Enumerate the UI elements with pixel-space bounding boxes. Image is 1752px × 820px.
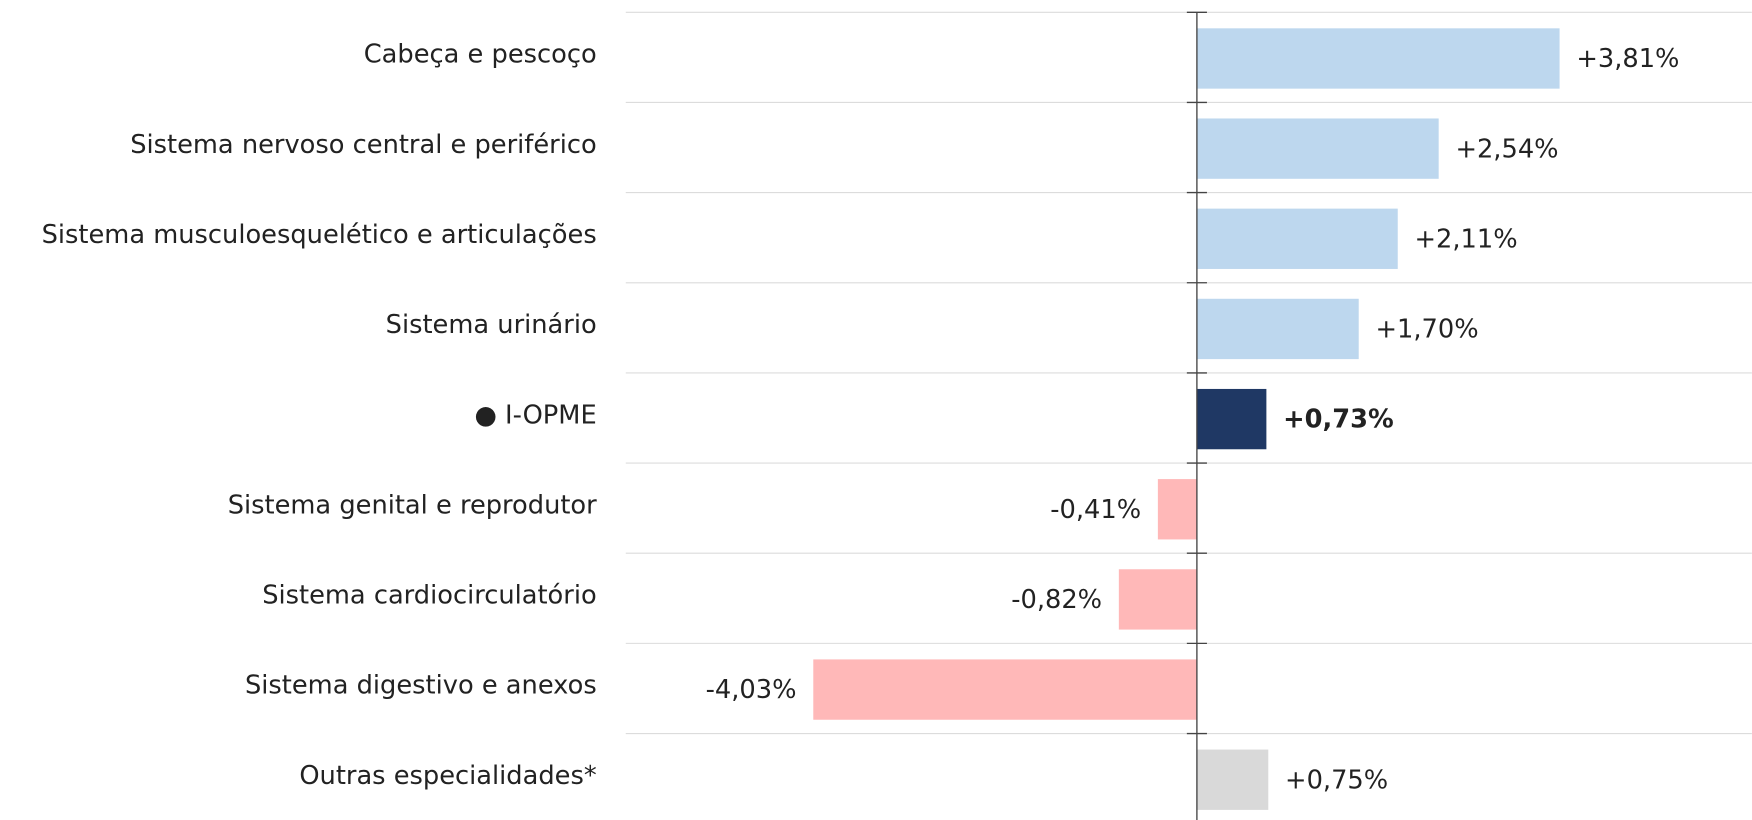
bar — [813, 659, 1197, 720]
category-label: ● I-OPME — [474, 400, 596, 430]
category-label: Sistema cardiocirculatório — [262, 581, 597, 611]
bar — [1196, 208, 1398, 269]
value-label: -0,41% — [1050, 495, 1141, 525]
category-label: Cabeça e pescoço — [364, 40, 597, 70]
bar — [1196, 388, 1267, 450]
bar — [1196, 749, 1269, 810]
bar — [1196, 298, 1359, 360]
value-label: -4,03% — [706, 675, 797, 705]
value-label: -0,82% — [1011, 585, 1102, 615]
bar — [1118, 569, 1197, 630]
bar — [1157, 479, 1197, 540]
value-label: +2,11% — [1415, 224, 1518, 254]
category-label: Sistema urinário — [386, 310, 597, 340]
category-label: Sistema nervoso central e periférico — [130, 130, 597, 160]
value-label: +2,54% — [1455, 134, 1558, 164]
category-label: Sistema genital e reprodutor — [228, 490, 597, 520]
bar — [1196, 118, 1439, 179]
category-label: Sistema digestivo e anexos — [245, 671, 597, 701]
value-label: +1,70% — [1375, 315, 1478, 345]
value-label: +0,75% — [1285, 765, 1388, 795]
value-label: +0,73% — [1283, 405, 1394, 435]
bar — [1196, 28, 1560, 89]
category-label: Sistema musculoesquelético e articulaçõe… — [42, 220, 597, 250]
value-label: +3,81% — [1576, 44, 1679, 74]
category-label: Outras especialidades* — [299, 761, 597, 791]
